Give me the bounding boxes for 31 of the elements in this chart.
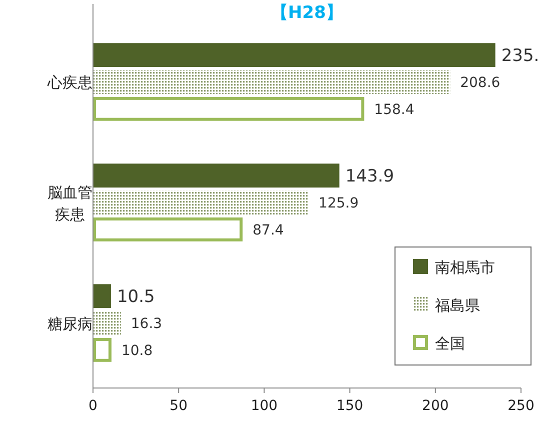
x-tick-label: 50 xyxy=(170,398,188,414)
data-label: 208.6 xyxy=(460,74,500,91)
data-label: 10.8 xyxy=(121,342,153,359)
x-tick-label: 100 xyxy=(250,398,278,414)
data-label: 158.4 xyxy=(374,102,414,118)
y-tick-label: 糖尿病 xyxy=(48,314,92,333)
y-tick-label: 心疾患 xyxy=(46,74,92,92)
bar xyxy=(93,190,309,214)
chart-title: 【H28】 xyxy=(271,3,343,23)
x-tick-label: 200 xyxy=(422,398,449,414)
data-label: 143.9 xyxy=(345,166,394,187)
legend-label: 福島県 xyxy=(435,296,480,314)
bar xyxy=(93,96,364,121)
x-tick-label: 0 xyxy=(88,398,98,414)
x-tick-label: 250 xyxy=(508,398,534,414)
data-label: 10.5 xyxy=(116,287,155,308)
bar xyxy=(93,338,112,362)
legend-label: 南相馬市 xyxy=(435,258,495,276)
bar xyxy=(93,164,340,188)
data-label: 16.3 xyxy=(130,316,162,332)
bar xyxy=(93,311,121,335)
data-label: 87.4 xyxy=(252,222,284,238)
bar xyxy=(93,43,496,68)
bar xyxy=(93,217,243,242)
data-label: 125.9 xyxy=(318,195,359,212)
bar xyxy=(93,284,111,308)
x-tick-label: 150 xyxy=(336,398,364,414)
data-label: 235. xyxy=(501,46,540,66)
y-tick-label: 脳血管疾患 xyxy=(48,183,92,224)
legend-label: 全国 xyxy=(435,334,465,352)
bar xyxy=(93,70,450,94)
